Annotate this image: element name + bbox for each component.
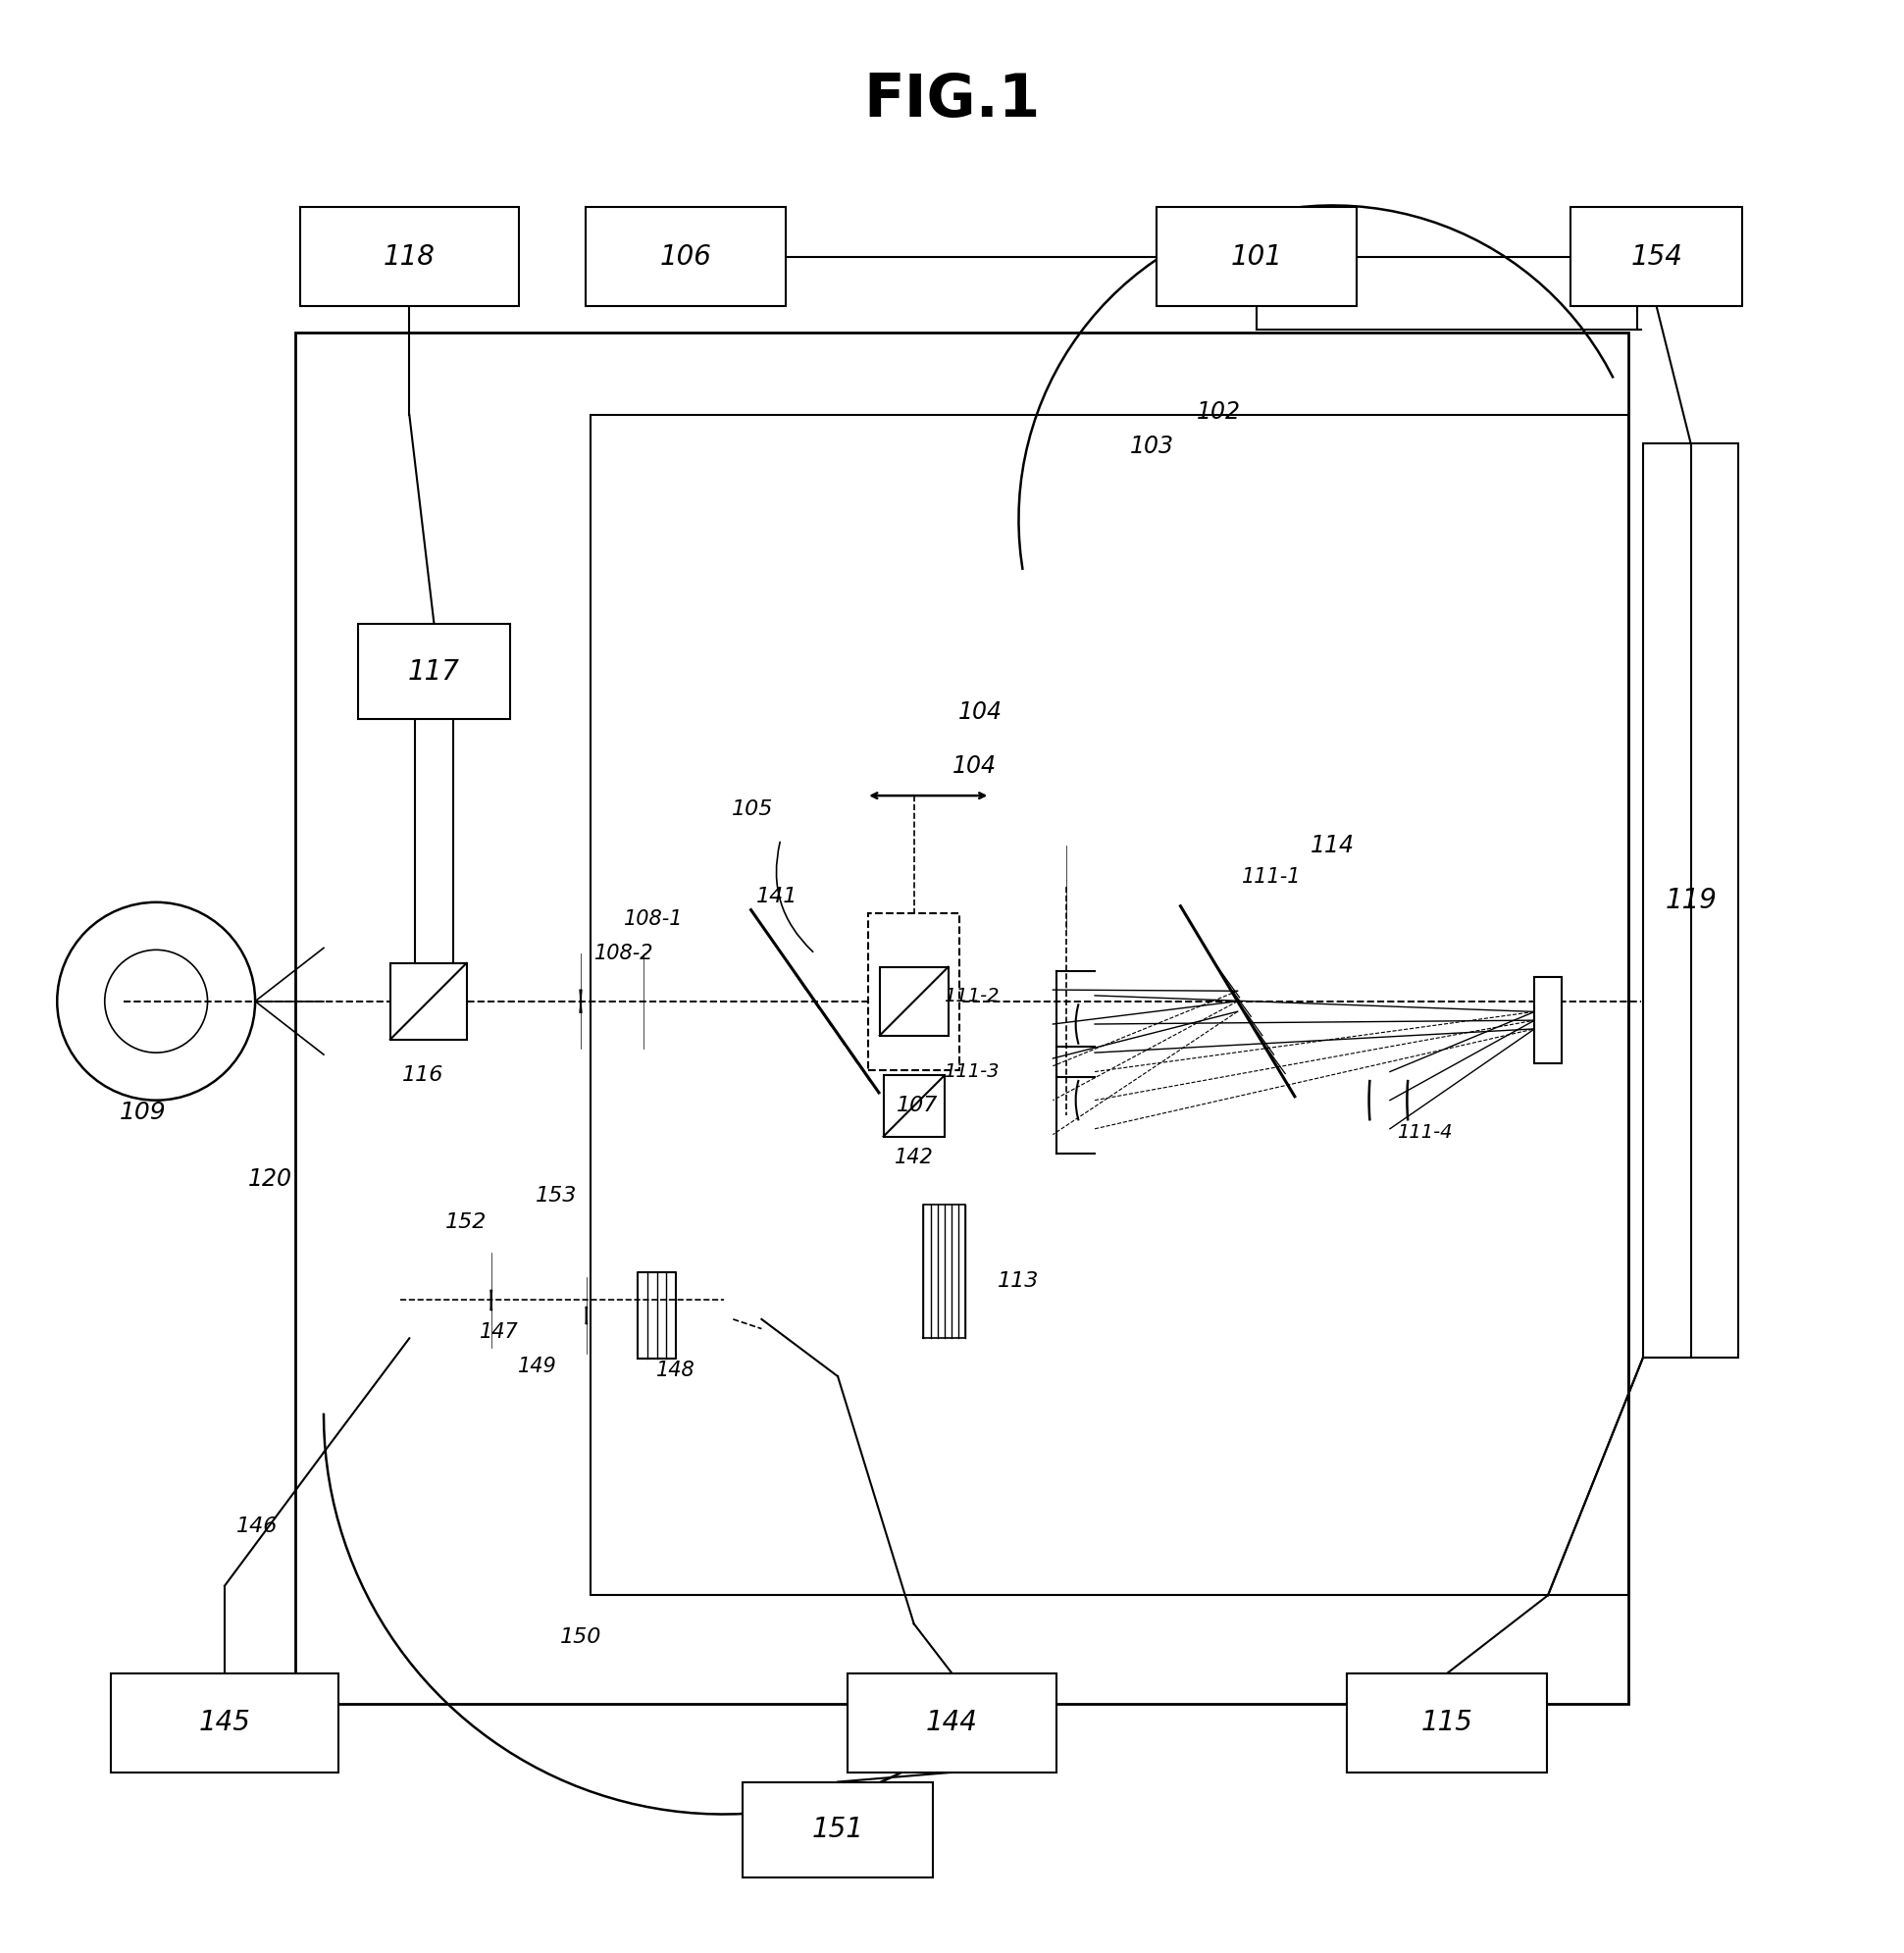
FancyBboxPatch shape — [1643, 443, 1738, 1357]
Text: 152: 152 — [446, 1213, 487, 1232]
Text: 105: 105 — [731, 799, 773, 818]
Text: 111-4: 111-4 — [1396, 1123, 1453, 1143]
Text: 108-2: 108-2 — [594, 943, 655, 963]
Text: 147: 147 — [480, 1322, 518, 1342]
FancyBboxPatch shape — [743, 1781, 933, 1877]
Text: 111-3: 111-3 — [942, 1062, 1000, 1082]
FancyBboxPatch shape — [110, 1674, 339, 1773]
Text: 149: 149 — [518, 1357, 556, 1377]
FancyBboxPatch shape — [301, 207, 518, 307]
Text: 119: 119 — [1664, 887, 1717, 914]
Text: 142: 142 — [895, 1148, 933, 1168]
Text: 111-1: 111-1 — [1241, 867, 1302, 887]
Text: 104: 104 — [958, 701, 1003, 725]
Text: 116: 116 — [402, 1066, 444, 1086]
Text: 102: 102 — [1196, 400, 1241, 424]
Text: 145: 145 — [198, 1709, 251, 1736]
Text: FIG.1: FIG.1 — [864, 72, 1040, 129]
FancyBboxPatch shape — [1158, 207, 1356, 307]
FancyBboxPatch shape — [1348, 1674, 1546, 1773]
FancyBboxPatch shape — [358, 625, 510, 719]
FancyBboxPatch shape — [880, 967, 948, 1035]
Text: 154: 154 — [1630, 242, 1683, 271]
Text: 148: 148 — [657, 1361, 695, 1381]
FancyBboxPatch shape — [847, 1674, 1057, 1773]
FancyBboxPatch shape — [868, 914, 960, 1070]
Text: 108-1: 108-1 — [623, 910, 684, 930]
Text: 109: 109 — [120, 1101, 166, 1125]
Text: 111-2: 111-2 — [942, 986, 1000, 1006]
Text: 115: 115 — [1420, 1709, 1474, 1736]
FancyBboxPatch shape — [883, 1076, 944, 1137]
Text: 103: 103 — [1129, 434, 1175, 457]
Text: 120: 120 — [248, 1168, 293, 1191]
Text: 106: 106 — [659, 242, 712, 271]
Text: 144: 144 — [925, 1709, 979, 1736]
Text: 101: 101 — [1230, 242, 1283, 271]
FancyBboxPatch shape — [1571, 207, 1742, 307]
Text: 118: 118 — [383, 242, 436, 271]
Text: 146: 146 — [236, 1517, 278, 1537]
Text: 151: 151 — [811, 1816, 864, 1844]
FancyBboxPatch shape — [586, 207, 784, 307]
Text: 153: 153 — [535, 1185, 577, 1205]
Text: 114: 114 — [1310, 834, 1356, 857]
FancyBboxPatch shape — [390, 963, 466, 1039]
Text: 113: 113 — [998, 1271, 1040, 1291]
FancyBboxPatch shape — [295, 332, 1628, 1703]
FancyBboxPatch shape — [1535, 976, 1561, 1062]
Text: 104: 104 — [952, 754, 998, 777]
Text: 117: 117 — [407, 658, 461, 686]
Text: 107: 107 — [897, 1096, 939, 1115]
Text: 150: 150 — [560, 1627, 602, 1646]
Text: 141: 141 — [756, 887, 798, 906]
FancyBboxPatch shape — [590, 414, 1628, 1596]
